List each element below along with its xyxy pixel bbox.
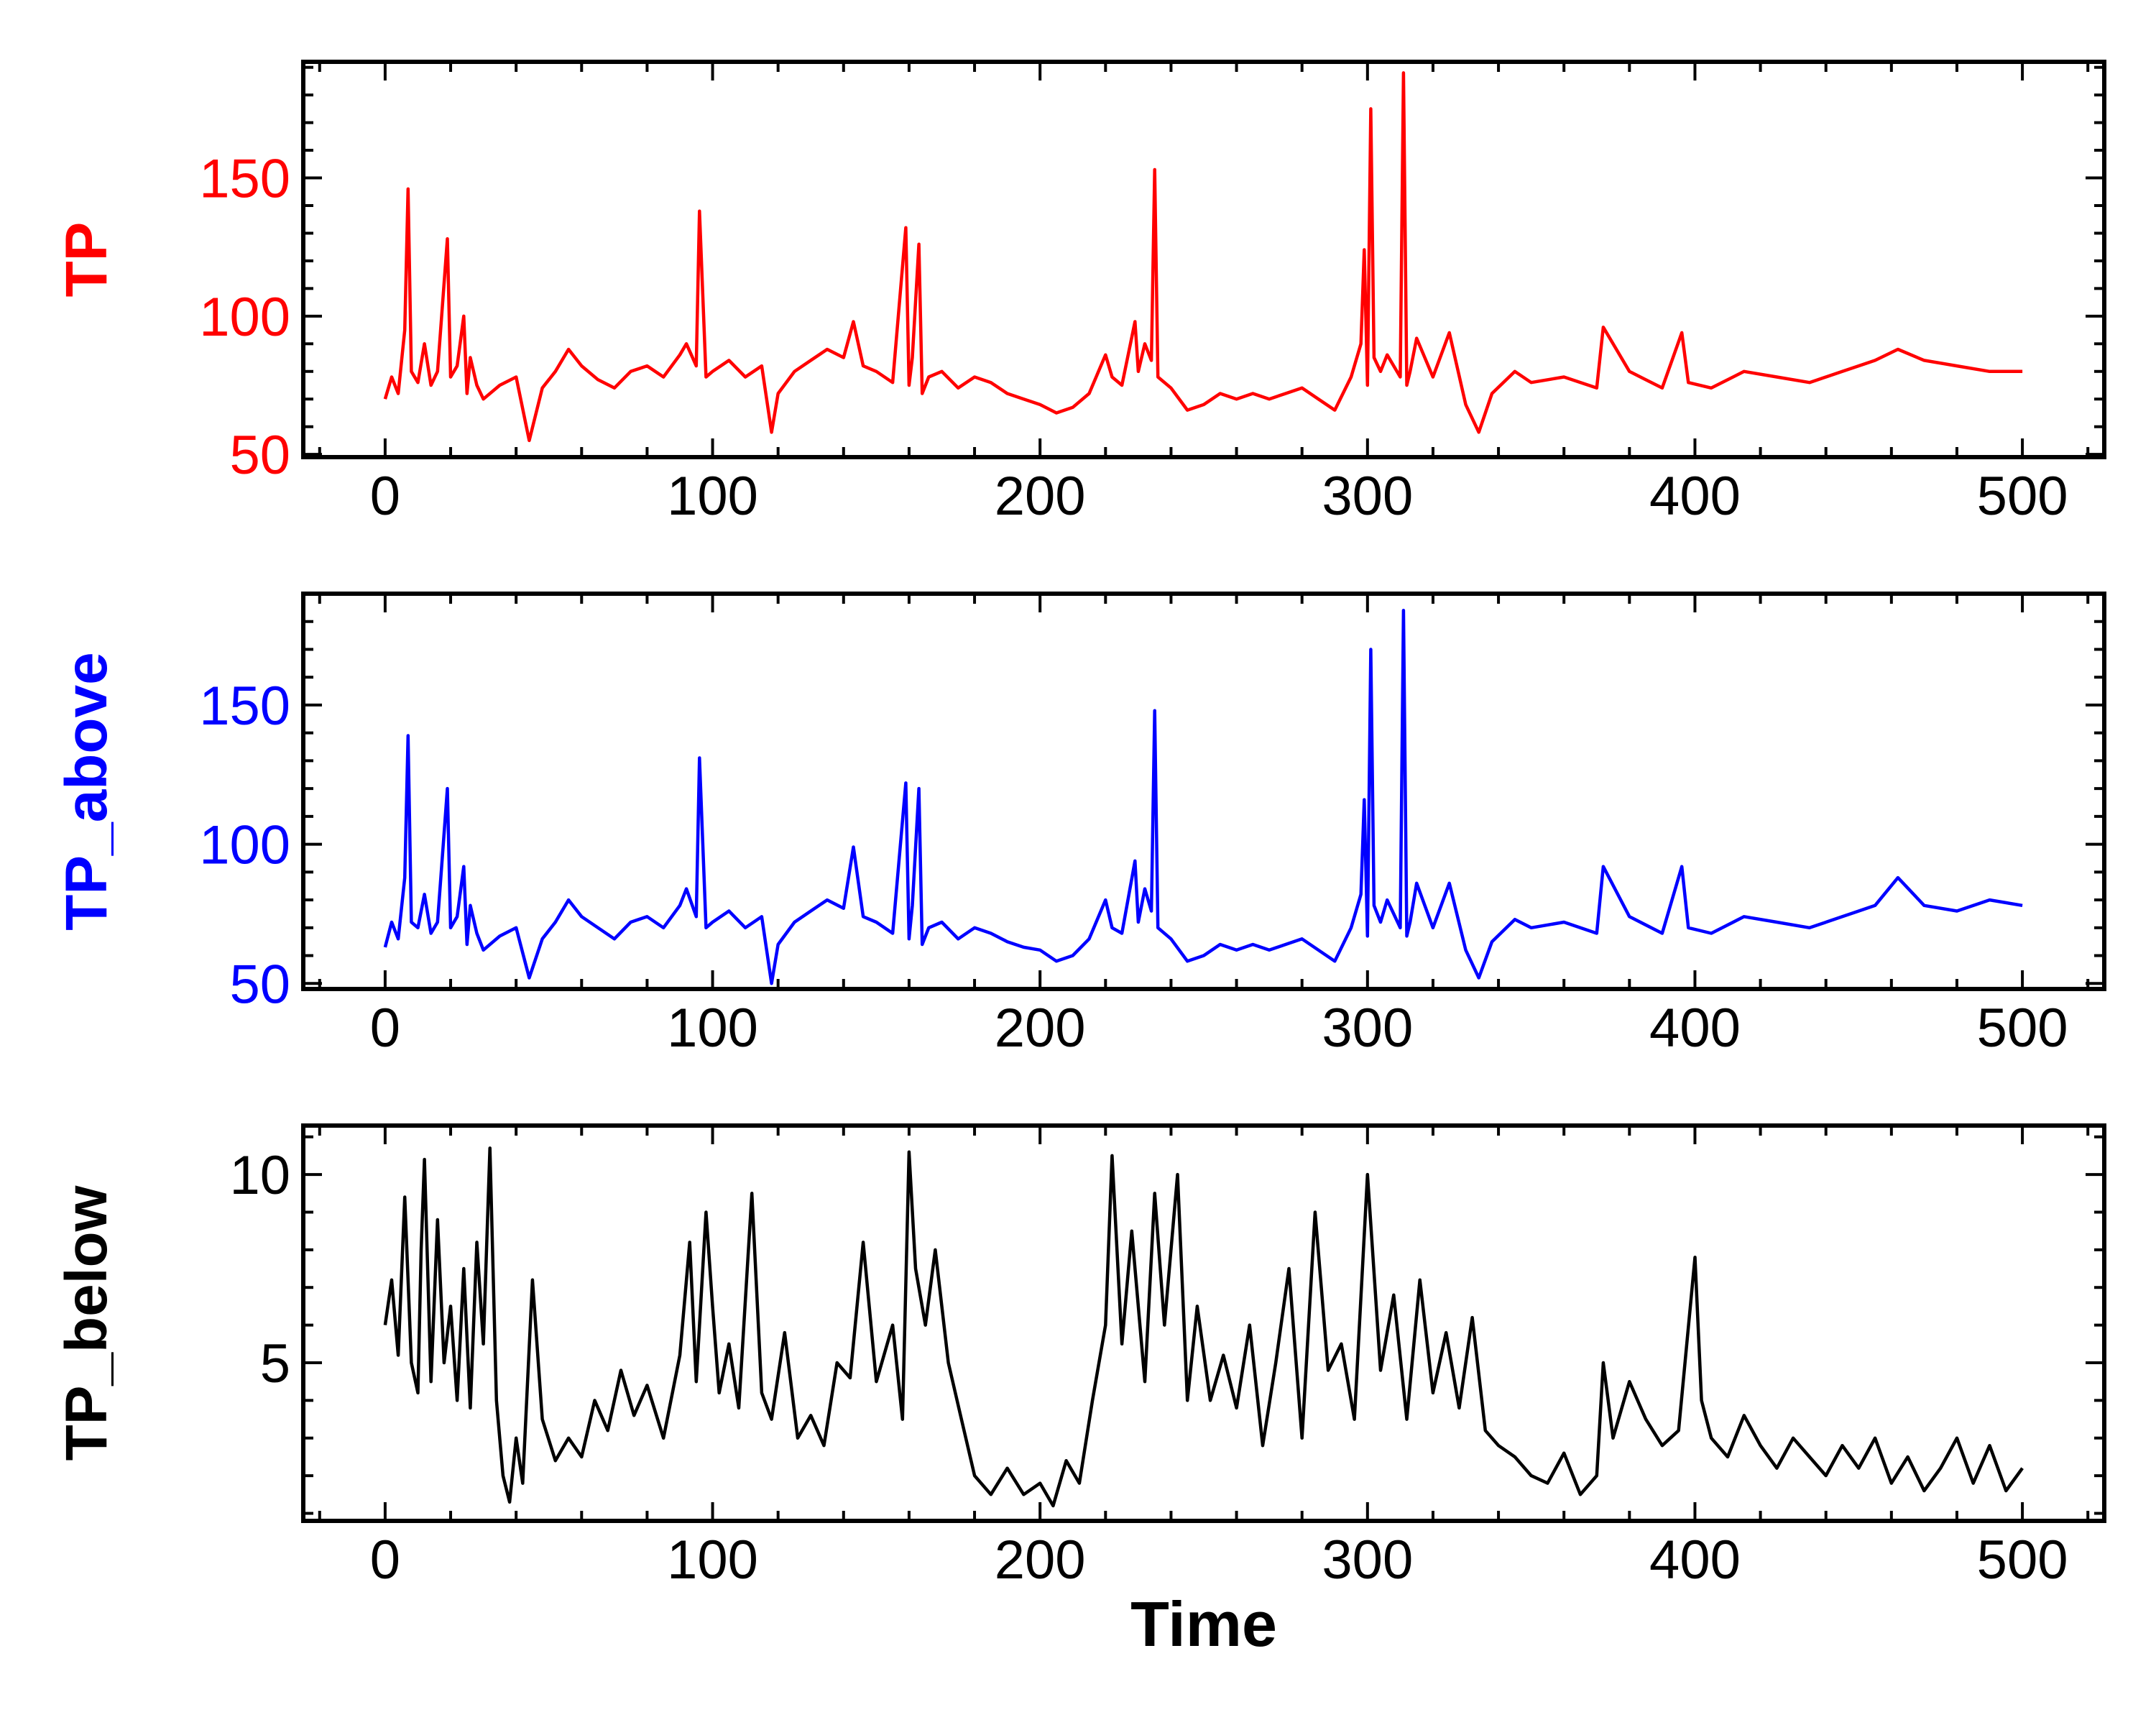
tp-below-xtick-label: 300 <box>1322 1530 1413 1591</box>
tp-above-xtick-label: 100 <box>667 998 758 1059</box>
tp-above-y-axis-title: TP_above <box>54 652 119 930</box>
tp-below-xtick-label: 500 <box>1977 1530 2068 1591</box>
tp-above-xtick-label: 0 <box>370 998 400 1059</box>
tp-xtick-label: 200 <box>995 466 1086 527</box>
tp-above-xtick-label: 200 <box>995 998 1086 1059</box>
tp-axes-frame <box>301 60 2106 459</box>
tp-below-ytick-label: 5 <box>260 1333 290 1394</box>
tp-ytick-label: 50 <box>229 425 290 486</box>
x-axis-title: Time <box>1130 1588 1277 1660</box>
tp-below-y-axis-title: TP_below <box>54 1185 119 1460</box>
tp-above-series-line <box>383 608 2023 985</box>
subplot-tp-below: 0 100 200 300 400 500 5 10 TP_below Time <box>54 1123 2106 1660</box>
tp-below-xtick-label: 200 <box>995 1530 1086 1591</box>
tp-below-xtick-label: 0 <box>370 1530 400 1591</box>
tp-y-axis-title: TP <box>54 222 119 298</box>
tp-ytick-label: 100 <box>199 287 290 348</box>
tp-above-xtick-label: 300 <box>1322 998 1413 1059</box>
tp-xtick-label: 300 <box>1322 466 1413 527</box>
tp-below-xtick-labels: 0 100 200 300 400 500 <box>370 1530 2068 1591</box>
tp-ytick-labels: 50 100 150 <box>199 149 290 487</box>
tp-above-xtick-labels: 0 100 200 300 400 500 <box>370 998 2068 1059</box>
tp-below-axes-frame <box>301 1123 2106 1523</box>
tp-xtick-labels: 0 100 200 300 400 500 <box>370 466 2068 527</box>
tp-xtick-label: 400 <box>1649 466 1741 527</box>
subplot-tp-above: 0 100 200 300 400 500 50 100 150 TP_abov… <box>54 592 2106 1059</box>
tp-above-xtick-label: 500 <box>1977 998 2068 1059</box>
tp-below-xtick-label: 100 <box>667 1530 758 1591</box>
tp-below-series-line <box>383 1146 2024 1508</box>
tp-below-ytick-labels: 5 10 <box>229 1145 290 1394</box>
tp-above-axes-frame <box>301 592 2106 991</box>
tp-series-line <box>383 71 2023 443</box>
tp-above-ytick-label: 50 <box>229 954 290 1015</box>
tp-below-xtick-label: 400 <box>1649 1530 1741 1591</box>
tp-xtick-label: 100 <box>667 466 758 527</box>
tp-xtick-label: 0 <box>370 466 400 527</box>
tp-above-ytick-label: 150 <box>199 676 290 737</box>
tp-ytick-label: 150 <box>199 149 290 210</box>
tp-above-xtick-label: 400 <box>1649 998 1741 1059</box>
tp-below-ytick-label: 10 <box>229 1145 290 1206</box>
tp-above-ytick-labels: 50 100 150 <box>199 676 290 1015</box>
tp-above-ytick-label: 100 <box>199 815 290 876</box>
subplot-tp: 0 100 200 300 400 500 50 100 150 TP <box>54 60 2106 527</box>
tp-xtick-label: 500 <box>1977 466 2068 527</box>
